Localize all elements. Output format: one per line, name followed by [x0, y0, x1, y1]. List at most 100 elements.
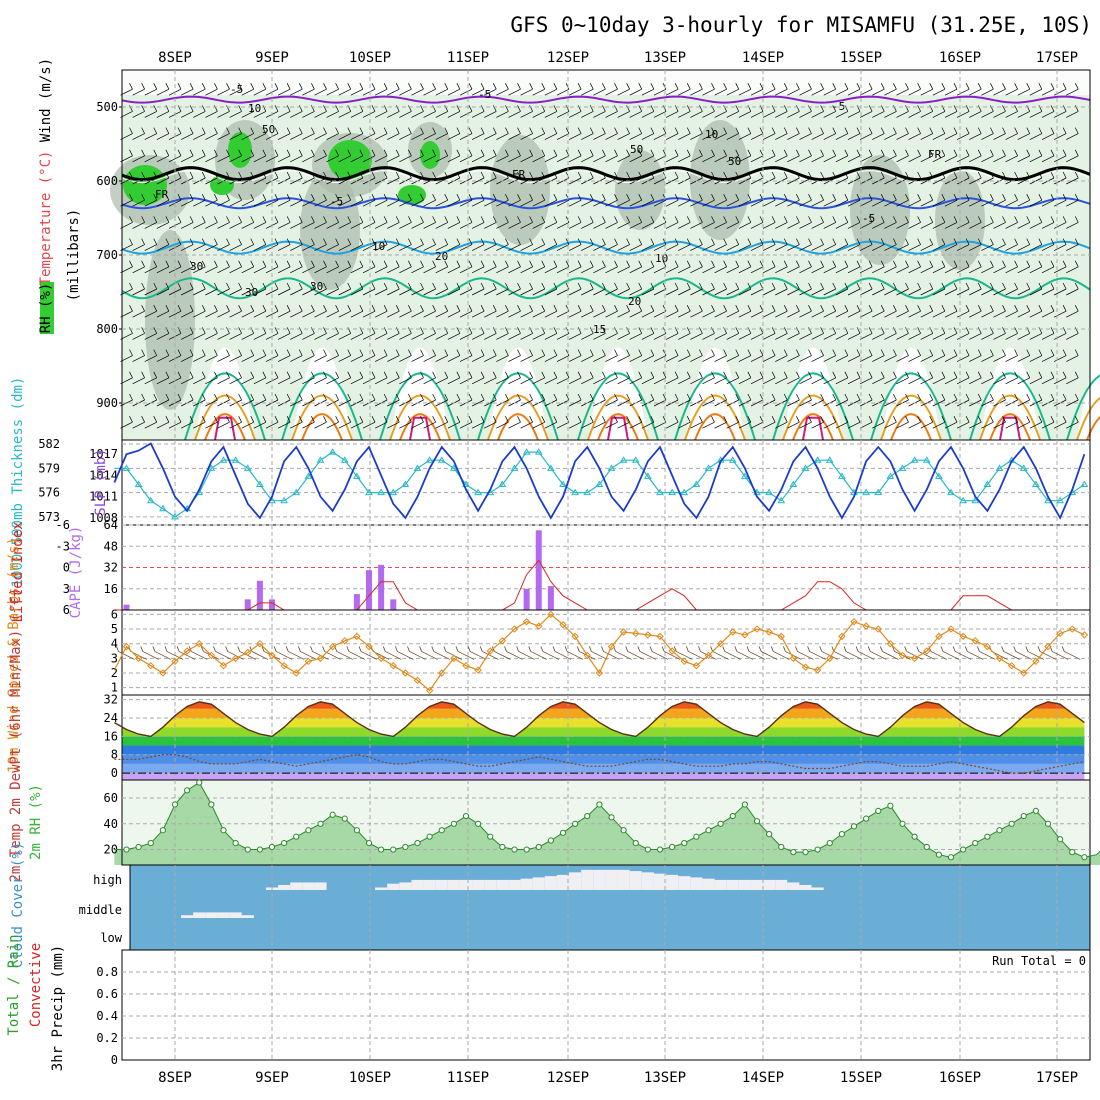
wind-barb	[714, 349, 727, 362]
wind-barb	[302, 105, 315, 118]
precip-axis-label: 3hr Precip (mm)	[50, 945, 66, 1071]
wind-barb	[811, 305, 824, 318]
wind-barb	[762, 260, 776, 274]
rh2m-point	[268, 843, 276, 851]
wind-barb	[544, 216, 558, 229]
wind-speed-line	[113, 613, 1085, 692]
wind-barb	[1017, 194, 1031, 207]
wind-barb	[884, 127, 897, 140]
cape-bar	[123, 604, 130, 610]
wind-barb	[738, 105, 752, 118]
wind-barb	[520, 305, 533, 318]
wind-barb	[993, 83, 1006, 96]
wind-barb	[787, 194, 800, 207]
wind-barb	[920, 327, 934, 340]
bottom-date-label: 11SEP	[447, 1070, 489, 1086]
wind-barb	[508, 238, 521, 251]
wind-barb	[956, 260, 970, 274]
wind-barb	[290, 393, 303, 407]
temp-contour-label: 20	[435, 250, 448, 263]
wind-barb	[520, 238, 533, 251]
thickness-point	[922, 456, 931, 463]
wind-barb	[144, 371, 158, 385]
wind-barb	[314, 83, 327, 96]
wind-barb	[326, 127, 339, 140]
wind-barb	[847, 327, 861, 340]
rh2m-point	[693, 833, 700, 840]
wind-barb	[823, 305, 837, 318]
wind-barb	[544, 371, 558, 385]
wind-barb	[387, 83, 400, 96]
wind-barb	[447, 127, 461, 140]
wind-barb	[241, 238, 255, 251]
rh2m-point	[426, 833, 433, 840]
thickness-point	[656, 488, 664, 496]
rh2m-point	[802, 849, 809, 856]
wind-barb	[277, 216, 291, 229]
wind-barb	[277, 127, 291, 140]
wind-barb	[762, 216, 776, 229]
wind-barb	[338, 327, 352, 340]
wind-barb	[217, 349, 230, 362]
wind-barb	[374, 282, 388, 296]
wind-barb	[144, 305, 158, 318]
wind-barb	[229, 105, 242, 118]
wind-barb	[496, 238, 509, 251]
wind-barb	[581, 371, 594, 385]
wind-barb	[932, 105, 946, 118]
wind-barb	[484, 305, 497, 318]
rh2m-point	[147, 840, 154, 847]
wind-speed-point	[704, 651, 713, 660]
wind-barb	[629, 216, 643, 229]
cape-bar	[535, 530, 542, 610]
wind-barb	[835, 393, 849, 407]
wind-barb	[471, 83, 485, 96]
wind-barb	[326, 260, 339, 274]
wind-barb	[993, 105, 1006, 118]
rh2m-point	[572, 820, 579, 827]
wind-barb	[678, 83, 691, 96]
wind-barb	[799, 149, 812, 163]
li-tick-label: -6	[56, 518, 70, 532]
wind-speed-point	[644, 631, 652, 639]
wind-barb	[1053, 127, 1067, 140]
wind-barb	[471, 238, 485, 251]
wind-barb	[156, 282, 170, 296]
wind-barb	[435, 416, 449, 429]
wind-barb	[205, 127, 218, 140]
wind-barb	[496, 416, 509, 429]
wind-speed-point	[1044, 642, 1052, 651]
wind-barb	[811, 282, 824, 296]
wind-barb	[423, 371, 436, 385]
wind-barb	[859, 371, 873, 385]
wind10m-barb	[467, 646, 487, 660]
high-cloud-gap	[690, 877, 703, 890]
wind-barb	[168, 305, 182, 318]
wind-barb	[435, 105, 449, 118]
wind10m-barb	[589, 646, 608, 660]
rh2m-point	[184, 787, 191, 794]
cape-bar	[353, 594, 360, 610]
wind-barb	[435, 127, 449, 140]
dry-zone	[1077, 352, 1100, 440]
rh2m-point	[159, 827, 166, 834]
middle-cloud-gap	[241, 915, 254, 918]
wind-barb	[532, 83, 546, 96]
wind-barb	[459, 282, 473, 296]
wind-barb	[447, 216, 461, 229]
wind-barb	[896, 127, 909, 140]
wind-barb	[144, 260, 158, 274]
wind-barb	[508, 349, 521, 362]
top-date-label: 11SEP	[447, 50, 489, 66]
cloud-axis-label: Cloud Cover (%)	[10, 842, 26, 968]
wind-barb	[859, 105, 873, 118]
wind-barb	[1053, 83, 1067, 96]
rh2m-point	[281, 840, 288, 847]
wind-barb	[956, 149, 970, 163]
wind-barb	[581, 349, 594, 362]
wind-barb	[205, 149, 218, 163]
wind-barb	[944, 327, 958, 340]
wind-barb	[290, 371, 303, 385]
wind10m-barb	[722, 646, 741, 660]
wind-barb	[581, 327, 594, 340]
